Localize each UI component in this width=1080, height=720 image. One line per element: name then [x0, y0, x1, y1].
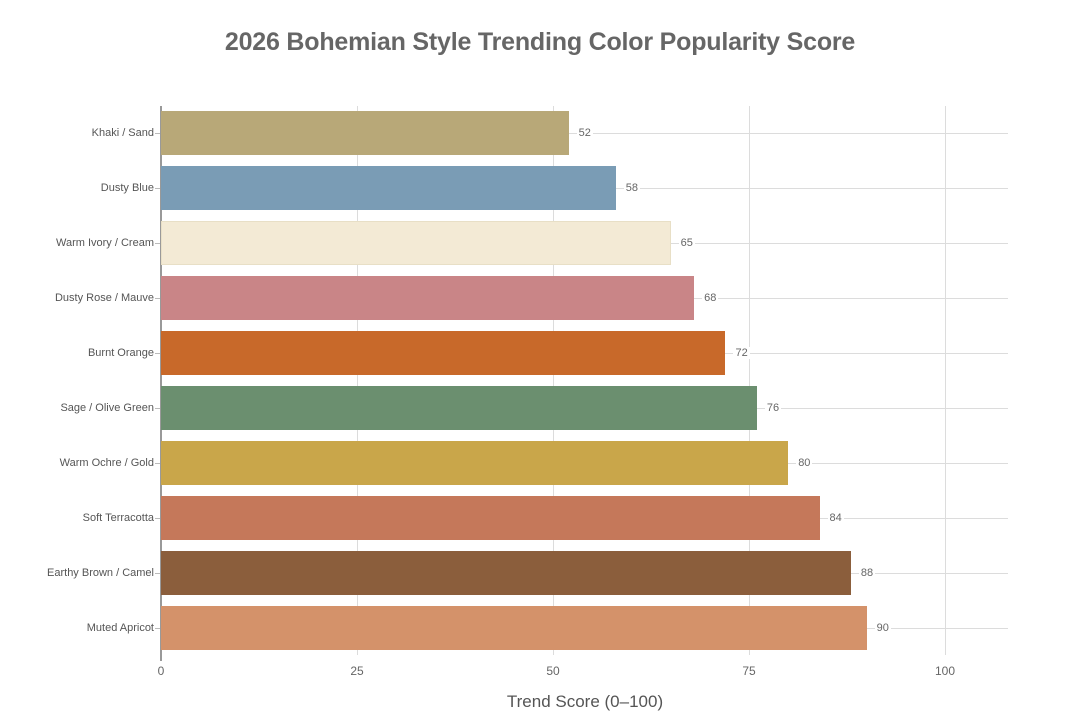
bar-value-label: 80	[796, 457, 813, 469]
vertical-gridline	[553, 106, 554, 655]
y-tick	[155, 518, 160, 519]
category-label: Dusty Blue	[100, 182, 154, 194]
y-tick	[155, 243, 160, 244]
plot-area: 52 58 65 68 72 76 80 84 88 90	[160, 106, 1008, 661]
bar-value-label: 90	[874, 622, 891, 634]
y-tick	[155, 353, 160, 354]
category-label: Sage / Olive Green	[60, 402, 154, 414]
y-tick	[155, 298, 160, 299]
bar-value-label: 65	[678, 237, 695, 249]
bar	[161, 166, 616, 210]
category-label: Dusty Rose / Mauve	[54, 292, 154, 304]
bar-value-label: 72	[733, 347, 750, 359]
category-label: Earthy Brown / Camel	[47, 567, 154, 579]
bar-value-label: 84	[827, 512, 844, 524]
bar	[161, 551, 851, 595]
category-label: Burnt Orange	[87, 347, 154, 359]
bar-value-label: 58	[623, 182, 640, 194]
bar-value-label: 88	[858, 567, 876, 579]
bar-value-label: 68	[702, 292, 719, 304]
y-tick	[155, 133, 160, 134]
category-label: Warm Ochre / Gold	[59, 457, 154, 469]
bar	[161, 496, 820, 540]
category-label: Warm Ivory / Cream	[56, 237, 154, 249]
x-tick-label: 0	[157, 664, 165, 678]
category-label: Muted Apricot	[86, 622, 154, 634]
bar	[161, 331, 726, 375]
bar-value-label: 52	[576, 127, 593, 139]
category-label: Soft Terracotta	[82, 512, 154, 524]
x-tick-label: 50	[546, 664, 560, 678]
bar	[161, 111, 569, 155]
y-tick	[155, 573, 160, 574]
y-tick	[155, 408, 160, 409]
category-label: Khaki / Sand	[91, 127, 154, 139]
x-tick-label: 75	[742, 664, 756, 678]
bar	[161, 221, 671, 265]
x-tick-label: 100	[934, 664, 956, 678]
y-axis-line	[160, 106, 162, 661]
vertical-gridline	[357, 106, 358, 655]
bar	[161, 441, 789, 485]
bar	[161, 606, 867, 650]
chart-title: 2026 Bohemian Style Trending Color Popul…	[224, 28, 856, 56]
vertical-gridline	[749, 106, 750, 655]
vertical-gridline	[945, 106, 946, 655]
bar	[161, 276, 695, 320]
bar	[161, 386, 757, 430]
x-tick-label: 25	[350, 664, 364, 678]
y-tick	[155, 463, 160, 464]
bar-value-label: 76	[764, 402, 782, 414]
x-axis-title: Trend Score (0–100)	[506, 692, 664, 711]
y-tick	[155, 628, 160, 629]
y-tick	[155, 188, 160, 189]
